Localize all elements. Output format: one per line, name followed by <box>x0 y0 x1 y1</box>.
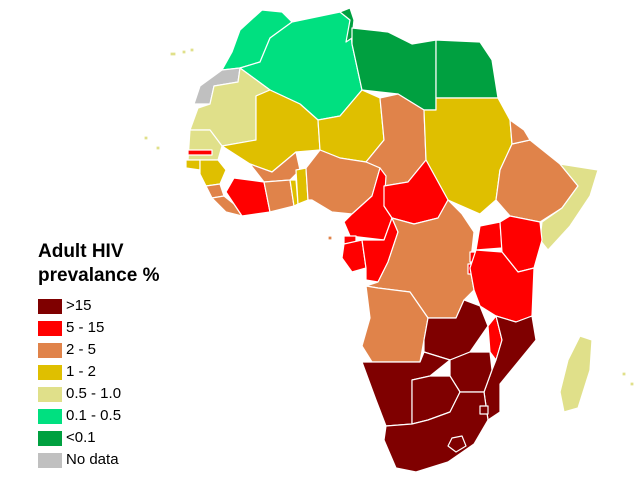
legend-title-line1: Adult HIV <box>38 241 124 262</box>
region-zambia <box>423 299 489 361</box>
region-lesotho <box>447 435 467 453</box>
region-egypt <box>435 39 499 99</box>
legend-item: <0.1 <box>38 428 159 450</box>
legend-label: >15 <box>66 297 92 314</box>
region-mozambique <box>483 315 537 421</box>
region-islands-west <box>169 47 195 57</box>
legend-title: Adult HIV prevalance % <box>38 240 159 288</box>
legend-title-line2: prevalance % <box>38 265 160 286</box>
legend-label: 0.5 - 1.0 <box>66 385 122 402</box>
legend-items: >15 5 - 15 2 - 5 1 - 2 0.5 - 1.0 0.1 - 0.5 <0.… <box>38 296 159 472</box>
legend-label: <0.1 <box>66 429 96 446</box>
region-islands-cape-verde <box>143 135 161 151</box>
region-madagascar <box>559 335 593 413</box>
region-guinea <box>199 159 227 187</box>
legend-label: 2 - 5 <box>66 341 97 358</box>
region-islands-mauritius <box>621 371 635 387</box>
legend-item: 0.1 - 0.5 <box>38 406 159 428</box>
legend-label: No data <box>66 451 119 468</box>
legend-label: 1 - 2 <box>66 363 97 380</box>
legend-swatch <box>38 409 62 424</box>
legend-swatch <box>38 365 62 380</box>
legend-item: >15 <box>38 296 159 318</box>
legend-swatch <box>38 299 62 314</box>
legend-swatch <box>38 431 62 446</box>
map-legend: Adult HIV prevalance % >15 5 - 15 2 - 5 1 -… <box>38 240 159 472</box>
legend-swatch <box>38 453 62 468</box>
region-gabon <box>341 239 367 273</box>
region-eritrea <box>509 119 531 145</box>
legend-label: 0.1 - 0.5 <box>66 407 122 424</box>
region-swaziland <box>479 405 489 415</box>
region-uganda <box>475 221 503 251</box>
region-angola <box>361 285 429 363</box>
legend-label: 5 - 15 <box>66 319 105 336</box>
region-sudan <box>423 97 513 215</box>
region-somalia <box>539 163 599 251</box>
legend-item: No data <box>38 450 159 472</box>
legend-swatch <box>38 343 62 358</box>
legend-swatch <box>38 387 62 402</box>
region-south-africa <box>383 391 489 473</box>
legend-item: 2 - 5 <box>38 340 159 362</box>
region-gambia <box>187 149 213 156</box>
region-islands-sao-tome <box>327 235 333 241</box>
legend-swatch <box>38 321 62 336</box>
region-ghana <box>263 179 295 213</box>
legend-item: 1 - 2 <box>38 362 159 384</box>
legend-item: 5 - 15 <box>38 318 159 340</box>
region-guinea-bissau <box>185 159 201 171</box>
legend-item: 0.5 - 1.0 <box>38 384 159 406</box>
